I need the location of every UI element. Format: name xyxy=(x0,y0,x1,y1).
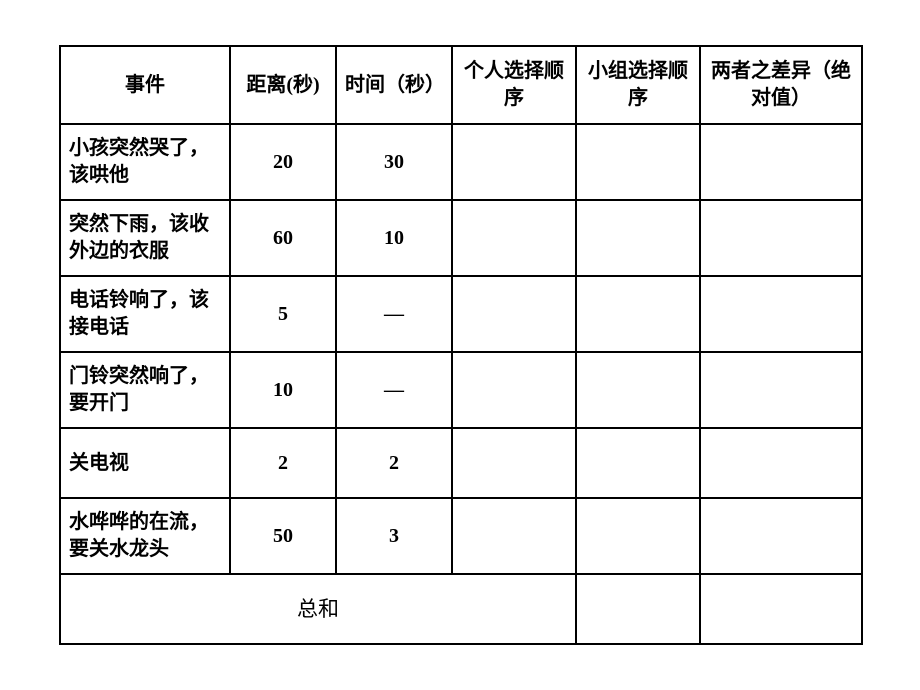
cell-distance: 5 xyxy=(230,276,336,352)
cell-group xyxy=(576,498,700,574)
cell-diff xyxy=(700,498,862,574)
col-header-event: 事件 xyxy=(60,46,230,124)
cell-distance: 10 xyxy=(230,352,336,428)
table-row: 关电视 2 2 xyxy=(60,428,862,498)
cell-time: — xyxy=(336,352,452,428)
cell-event: 小孩突然哭了，该哄他 xyxy=(60,124,230,200)
cell-group xyxy=(576,428,700,498)
table-row: 电话铃响了，该接电话 5 — xyxy=(60,276,862,352)
cell-distance: 2 xyxy=(230,428,336,498)
cell-event: 电话铃响了，该接电话 xyxy=(60,276,230,352)
col-header-group: 小组选择顺序 xyxy=(576,46,700,124)
cell-diff xyxy=(700,200,862,276)
table-row: 小孩突然哭了，该哄他 20 30 xyxy=(60,124,862,200)
cell-time: 10 xyxy=(336,200,452,276)
cell-time: 30 xyxy=(336,124,452,200)
cell-distance: 20 xyxy=(230,124,336,200)
total-diff-blank xyxy=(700,574,862,644)
table-total-row: 总和 xyxy=(60,574,862,644)
cell-distance: 60 xyxy=(230,200,336,276)
cell-group xyxy=(576,276,700,352)
cell-distance: 50 xyxy=(230,498,336,574)
cell-group xyxy=(576,352,700,428)
cell-diff xyxy=(700,352,862,428)
col-header-diff: 两者之差异（绝对值） xyxy=(700,46,862,124)
col-header-personal: 个人选择顺序 xyxy=(452,46,576,124)
cell-diff xyxy=(700,124,862,200)
table-row: 水哗哗的在流，要关水龙头 50 3 xyxy=(60,498,862,574)
priority-table: 事件 距离(秒) 时间（秒） 个人选择顺序 小组选择顺序 两者之差异（绝对值） … xyxy=(59,45,863,645)
cell-personal xyxy=(452,276,576,352)
cell-group xyxy=(576,124,700,200)
table-header: 事件 距离(秒) 时间（秒） 个人选择顺序 小组选择顺序 两者之差异（绝对值） xyxy=(60,46,862,124)
cell-time: 3 xyxy=(336,498,452,574)
cell-diff xyxy=(700,276,862,352)
table-row: 突然下雨，该收外边的衣服 60 10 xyxy=(60,200,862,276)
cell-personal xyxy=(452,498,576,574)
cell-time: 2 xyxy=(336,428,452,498)
cell-event: 突然下雨，该收外边的衣服 xyxy=(60,200,230,276)
cell-time: — xyxy=(336,276,452,352)
total-label: 总和 xyxy=(60,574,576,644)
cell-personal xyxy=(452,428,576,498)
total-group-blank xyxy=(576,574,700,644)
cell-event: 水哗哗的在流，要关水龙头 xyxy=(60,498,230,574)
cell-personal xyxy=(452,200,576,276)
cell-diff xyxy=(700,428,862,498)
cell-personal xyxy=(452,124,576,200)
col-header-time: 时间（秒） xyxy=(336,46,452,124)
table-row: 门铃突然响了，要开门 10 — xyxy=(60,352,862,428)
cell-event: 门铃突然响了，要开门 xyxy=(60,352,230,428)
col-header-distance: 距离(秒) xyxy=(230,46,336,124)
priority-table-container: 事件 距离(秒) 时间（秒） 个人选择顺序 小组选择顺序 两者之差异（绝对值） … xyxy=(59,45,861,645)
table-header-row: 事件 距离(秒) 时间（秒） 个人选择顺序 小组选择顺序 两者之差异（绝对值） xyxy=(60,46,862,124)
cell-personal xyxy=(452,352,576,428)
cell-group xyxy=(576,200,700,276)
cell-event: 关电视 xyxy=(60,428,230,498)
table-body: 小孩突然哭了，该哄他 20 30 突然下雨，该收外边的衣服 60 10 电话铃响… xyxy=(60,124,862,644)
